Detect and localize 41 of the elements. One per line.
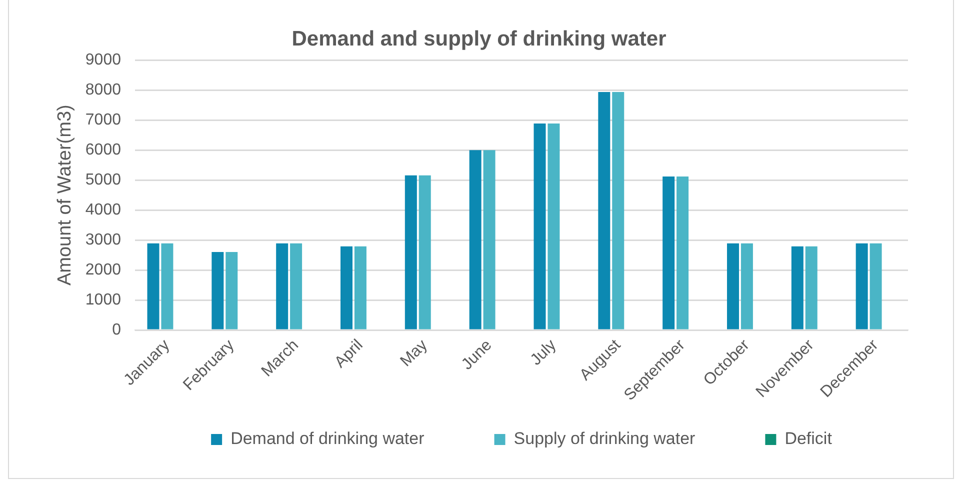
bar bbox=[548, 123, 560, 330]
y-tick-label: 3000 bbox=[85, 231, 122, 248]
bar bbox=[534, 123, 546, 330]
legend-label: Deficit bbox=[784, 429, 832, 448]
y-tick-label: 1000 bbox=[85, 291, 122, 308]
bar bbox=[147, 243, 160, 330]
y-tick-label: 6000 bbox=[85, 142, 122, 159]
y-tick-label: 0 bbox=[112, 321, 122, 338]
bar bbox=[856, 243, 868, 330]
bar bbox=[727, 243, 740, 330]
y-tick-label: 8000 bbox=[85, 82, 122, 99]
y-tick-label: 9000 bbox=[85, 52, 122, 69]
bar bbox=[676, 176, 689, 330]
bar bbox=[226, 252, 238, 330]
bar bbox=[740, 243, 753, 330]
bar bbox=[870, 243, 882, 330]
bar bbox=[340, 246, 353, 330]
bar bbox=[418, 175, 431, 330]
bar bbox=[354, 246, 366, 330]
y-tick-label: 4000 bbox=[85, 201, 122, 218]
x-tick-label: May bbox=[397, 336, 431, 370]
bar bbox=[612, 92, 624, 330]
bar bbox=[662, 176, 675, 330]
y-axis-title: Amount of Water(m3) bbox=[54, 104, 76, 286]
bar bbox=[483, 150, 496, 330]
bar bbox=[598, 92, 610, 330]
y-tick-label: 7000 bbox=[85, 112, 122, 129]
x-tick-label: July bbox=[528, 336, 560, 369]
bar bbox=[791, 246, 804, 330]
bar bbox=[290, 243, 302, 330]
bar bbox=[805, 246, 818, 330]
bar bbox=[404, 175, 417, 330]
legend-label: Supply of drinking water bbox=[514, 429, 696, 448]
y-tick-label: 2000 bbox=[85, 261, 122, 278]
y-tick-label: 5000 bbox=[85, 172, 122, 189]
bar bbox=[212, 252, 224, 330]
bar bbox=[469, 150, 482, 330]
bar bbox=[161, 243, 174, 330]
legend-label: Demand of drinking water bbox=[230, 429, 425, 448]
chart-title: Demand and supply of drinking water bbox=[292, 27, 666, 50]
bar bbox=[276, 243, 288, 330]
